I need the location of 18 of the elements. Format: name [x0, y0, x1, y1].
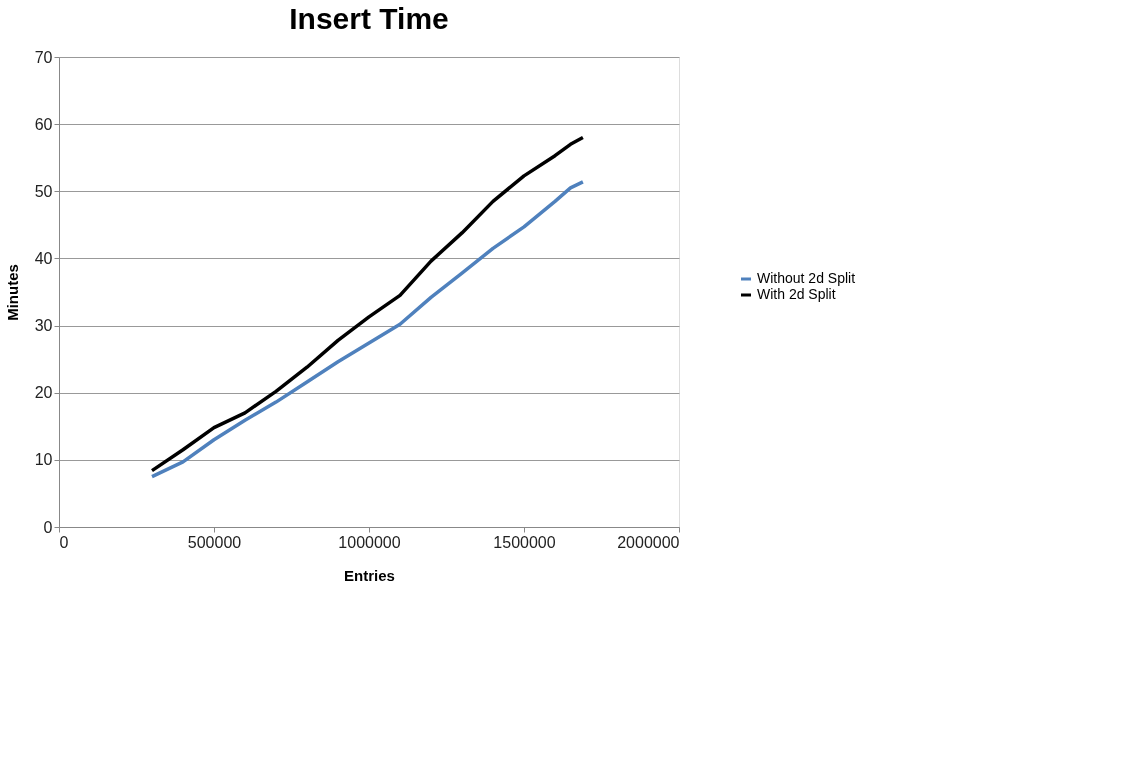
y-tick-label: 0	[43, 518, 53, 536]
y-tick-label: 60	[34, 115, 53, 133]
y-tick-label: 10	[34, 451, 53, 469]
y-axis-title: Minutes	[3, 264, 21, 321]
x-axis-title: Entries	[344, 566, 395, 584]
legend-label: With 2d Split	[757, 286, 836, 302]
x-tick-label: 1000000	[338, 533, 401, 551]
x-tick-label: 2000000	[617, 533, 680, 551]
y-tick-label: 40	[34, 249, 53, 267]
y-tick-label: 20	[34, 384, 53, 402]
x-tick-label: 1500000	[493, 533, 556, 551]
x-tick-label: 500000	[187, 533, 242, 551]
y-tick-label: 70	[34, 48, 53, 66]
y-tick-label: 30	[34, 317, 53, 335]
y-tick-label: 50	[34, 182, 53, 200]
x-tick-label: 0	[59, 533, 69, 551]
chart-title: Insert Time	[289, 2, 449, 35]
legend-label: Without 2d Split	[757, 270, 856, 286]
